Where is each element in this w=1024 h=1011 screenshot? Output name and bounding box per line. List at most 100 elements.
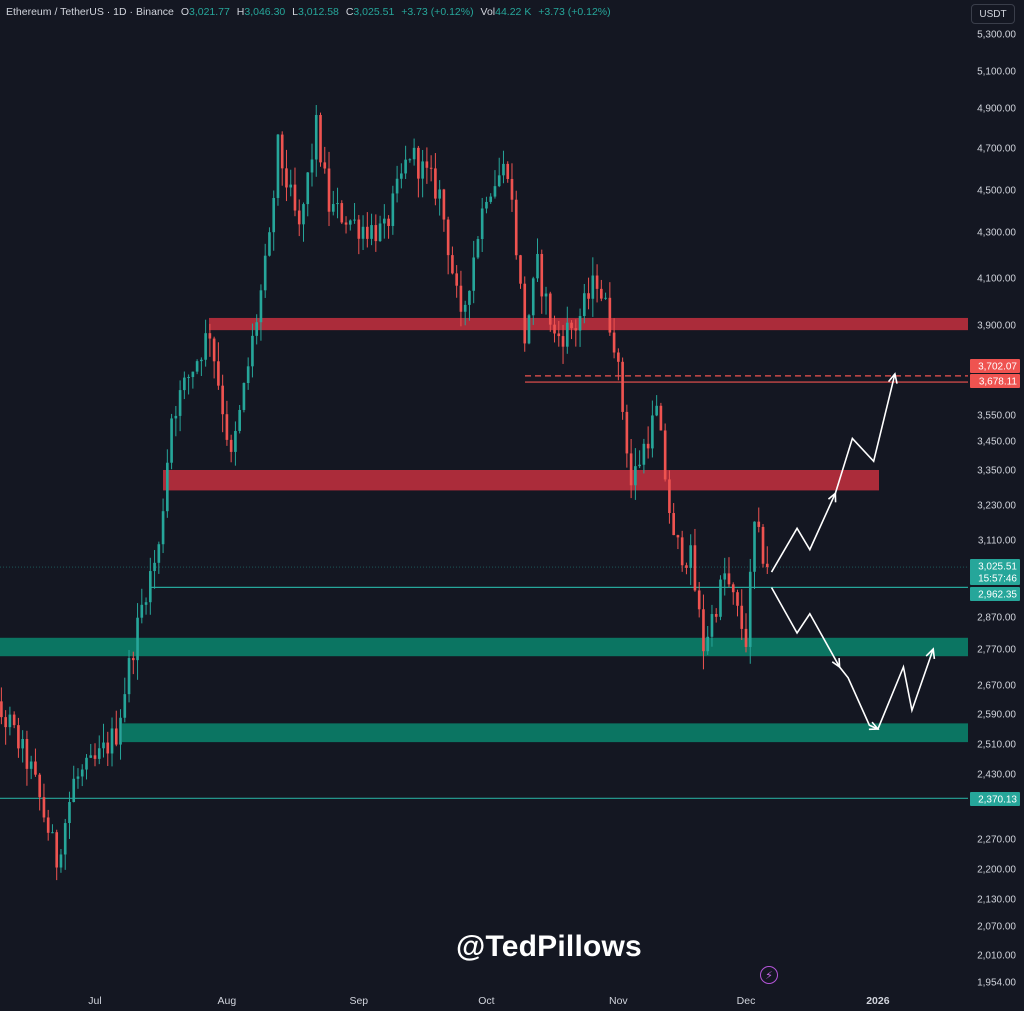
x-tick-label: Sep <box>349 995 368 1007</box>
candle-body <box>144 602 148 605</box>
candle-body <box>319 115 322 163</box>
price-label-3702-box <box>970 359 1020 373</box>
candle-body <box>234 430 237 452</box>
candle-body <box>608 297 612 333</box>
candle-body <box>442 189 446 220</box>
candle-body <box>514 199 518 256</box>
candle-body <box>387 218 390 226</box>
last-price-label-box <box>970 559 1020 585</box>
y-tick-label: 4,100.00 <box>977 274 1016 285</box>
candle-body <box>629 453 633 486</box>
candle-body <box>438 189 441 199</box>
candle-body <box>548 293 552 325</box>
candle-body <box>502 163 505 176</box>
candle-body <box>195 361 199 372</box>
candle-body <box>323 162 327 169</box>
volume-value: 44.22 K <box>495 6 532 18</box>
candle-body <box>638 464 641 467</box>
symbol-title[interactable]: Ethereum / TetherUS · 1D · Binance <box>6 6 174 18</box>
candle-body <box>625 411 629 454</box>
candle-body <box>646 443 650 449</box>
y-tick-label: 4,700.00 <box>977 144 1016 155</box>
candle-body <box>80 769 84 777</box>
price-label-2962-box <box>970 587 1020 601</box>
price-axis <box>968 0 1024 1011</box>
candle-body <box>765 563 769 568</box>
x-tick-label: 2026 <box>866 995 890 1007</box>
candle-body <box>204 333 207 360</box>
candle-body <box>21 739 24 749</box>
x-tick-label: Dec <box>737 995 756 1007</box>
candle-body <box>395 178 399 194</box>
candles <box>0 105 769 881</box>
candle-body <box>200 359 203 362</box>
candle-body <box>114 728 118 745</box>
price-label-2370-box <box>970 792 1020 806</box>
y-tick-label: 2,010.00 <box>977 951 1016 962</box>
y-tick-label: 2,510.00 <box>977 740 1016 751</box>
candle-body <box>59 854 63 868</box>
candle-body <box>34 761 37 775</box>
candle-body <box>353 219 356 221</box>
candle-body <box>485 201 488 209</box>
candle-body <box>578 316 582 331</box>
candle-body <box>689 545 693 568</box>
candle-body <box>412 147 416 160</box>
candle-body <box>276 134 280 198</box>
candle-body <box>280 134 284 169</box>
candle-body <box>97 748 101 759</box>
y-tick-label: 3,350.00 <box>977 466 1016 477</box>
candle-body <box>506 163 510 179</box>
y-tick-label: 2,430.00 <box>977 770 1016 781</box>
candle-body <box>131 658 135 661</box>
bearish-projection-path <box>770 587 934 731</box>
candle-body <box>106 742 110 754</box>
projection-arrow-head <box>868 721 880 731</box>
y-tick-label: 2,870.00 <box>977 613 1016 624</box>
price-label-3678-box <box>970 374 1020 388</box>
x-tick-label: Oct <box>478 995 494 1007</box>
currency-button[interactable]: USDT <box>971 4 1015 24</box>
last-price-label-countdown: 15:57:46 <box>978 574 1017 585</box>
candle-body <box>161 511 165 545</box>
candle-body <box>727 573 731 585</box>
candle-body <box>468 290 471 305</box>
y-tick-label: 4,300.00 <box>977 228 1016 239</box>
candle-body <box>659 405 663 431</box>
candle-body <box>17 725 20 749</box>
bolt-icon[interactable]: ⚡ <box>760 966 778 984</box>
candle-body <box>293 184 297 211</box>
close-label: C <box>345 6 354 18</box>
candle-body <box>148 571 152 603</box>
high-value: 3,046.30 <box>244 6 286 18</box>
candle-body <box>344 222 348 225</box>
candle-body <box>621 361 624 412</box>
candle-body <box>527 315 531 344</box>
y-tick-label: 3,550.00 <box>977 411 1016 422</box>
candle-body <box>702 609 705 652</box>
candle-body <box>617 352 620 362</box>
price-label-2962: 2,962.35 <box>978 590 1017 601</box>
candle-body <box>55 832 59 868</box>
candle-body <box>302 204 305 225</box>
candle-body <box>361 226 365 239</box>
candle-body <box>174 415 178 419</box>
candle-body <box>208 333 212 339</box>
candle-body <box>348 220 352 225</box>
candle-body <box>336 203 339 205</box>
candle-body <box>4 717 7 728</box>
candle-body <box>519 255 522 284</box>
candle-body <box>634 466 637 486</box>
candle-body <box>285 168 288 188</box>
y-tick-label: 5,300.00 <box>977 30 1016 41</box>
candle-body <box>331 204 335 212</box>
candle-body <box>697 590 701 610</box>
price-label-2370: 2,370.13 <box>978 795 1017 806</box>
x-tick-label: Aug <box>218 995 237 1007</box>
candle-body <box>693 545 697 591</box>
candle-body <box>651 415 654 449</box>
candle-body <box>459 285 463 312</box>
x-tick-label: Jul <box>88 995 101 1007</box>
candle-body <box>370 225 373 239</box>
